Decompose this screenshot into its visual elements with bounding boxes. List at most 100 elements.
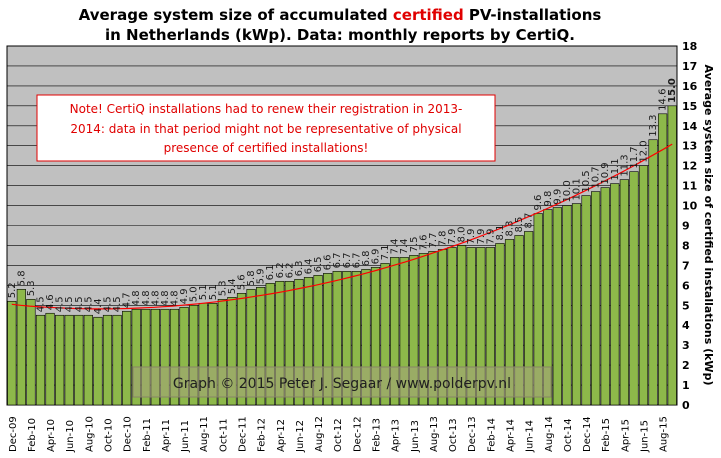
bar xyxy=(7,300,17,406)
bar xyxy=(342,271,352,406)
data-label: 6.7 xyxy=(332,252,343,268)
x-tick-label: Jun-11 xyxy=(180,420,191,453)
data-label: 7.1 xyxy=(380,244,391,260)
bar xyxy=(495,243,505,406)
bar xyxy=(667,105,677,406)
bar xyxy=(131,308,141,406)
x-tick-label: Aug-13 xyxy=(429,416,440,452)
bar xyxy=(189,304,199,406)
y-tick-label: 5 xyxy=(682,299,690,312)
bar xyxy=(246,289,256,406)
y-tick-label: 12 xyxy=(682,160,697,173)
data-label: 7.7 xyxy=(428,233,439,249)
y-tick-label: 3 xyxy=(682,339,690,352)
y-tick-label: 6 xyxy=(682,279,690,292)
data-label: 9.8 xyxy=(543,191,554,207)
bar xyxy=(629,171,639,406)
bar xyxy=(504,239,515,406)
bar xyxy=(447,247,457,406)
bar xyxy=(524,231,534,406)
data-label: 4.8 xyxy=(170,290,181,306)
y-tick-label: 11 xyxy=(682,180,697,193)
bar xyxy=(600,187,610,406)
bar xyxy=(160,308,170,406)
data-label: 4.8 xyxy=(141,290,152,306)
data-label: 5.1 xyxy=(208,284,219,300)
bar xyxy=(26,298,36,406)
data-label: 4.5 xyxy=(74,296,85,312)
y-tick-label: 4 xyxy=(682,319,690,332)
data-label: 4.5 xyxy=(36,296,47,312)
data-label: 7.4 xyxy=(390,239,401,255)
data-label: 5.9 xyxy=(256,268,267,284)
x-tick-label: Dec-14 xyxy=(582,416,593,452)
bar xyxy=(476,247,486,406)
data-label: 8.7 xyxy=(524,213,535,229)
y-tick-label: 15 xyxy=(682,100,697,113)
chart-title-line1: Average system size of accumulated certi… xyxy=(79,6,602,24)
data-label: 8.1 xyxy=(495,225,506,241)
title-part-certified: certified xyxy=(393,6,464,24)
x-tick-label: Apr-13 xyxy=(391,419,402,452)
data-label: 5.8 xyxy=(16,270,27,286)
data-label: 4.8 xyxy=(131,290,142,306)
x-tick-label: Jun-10 xyxy=(65,420,76,453)
x-tick-label: Feb-13 xyxy=(372,418,383,452)
data-label: 4.8 xyxy=(150,290,161,306)
data-label: 8.5 xyxy=(514,217,525,233)
data-label: 10.5 xyxy=(581,170,592,192)
bar xyxy=(380,263,390,406)
data-label: 7.4 xyxy=(399,239,410,255)
y-tick-label: 13 xyxy=(682,140,697,153)
y-tick-label: 9 xyxy=(682,220,690,233)
data-label: 6.8 xyxy=(361,250,372,266)
note-line-1: Note! CertiQ installations had to renew … xyxy=(70,102,463,116)
data-label: 13.3 xyxy=(648,114,659,136)
y-tick-label: 8 xyxy=(682,239,690,252)
bar xyxy=(313,275,323,406)
bar xyxy=(122,310,132,406)
bar xyxy=(35,314,46,406)
x-tick-label: Jun-14 xyxy=(525,420,536,453)
bar xyxy=(323,273,333,406)
y-tick-label: 2 xyxy=(682,359,690,372)
bar xyxy=(581,195,591,406)
bar xyxy=(265,283,275,406)
bar xyxy=(332,271,342,406)
x-tick-label: Oct-13 xyxy=(448,418,459,452)
data-label: 6.2 xyxy=(275,262,286,278)
data-label: 4.5 xyxy=(55,296,66,312)
x-tick-label: Apr-15 xyxy=(620,419,631,452)
x-tick-label: Aug-14 xyxy=(544,416,555,452)
bar xyxy=(533,213,543,406)
data-label: 5.4 xyxy=(227,278,238,294)
bar xyxy=(370,267,381,406)
data-label: 4.5 xyxy=(103,296,114,312)
y-tick-label: 7 xyxy=(682,259,690,272)
bar xyxy=(179,306,189,406)
data-label: 15.0 xyxy=(667,78,678,103)
x-tick-label: Feb-12 xyxy=(257,418,268,452)
note-box: Note! CertiQ installations had to renew … xyxy=(36,94,496,162)
bar xyxy=(284,281,294,406)
x-tick-label: Dec-10 xyxy=(123,416,134,452)
data-label: 7.9 xyxy=(476,229,487,245)
x-tick-label: Jun-12 xyxy=(295,420,306,453)
bar xyxy=(514,235,524,406)
bar xyxy=(256,287,266,406)
bar xyxy=(571,203,582,406)
trendline xyxy=(11,143,673,310)
x-tick-label: Oct-11 xyxy=(218,418,229,452)
data-label: 6.6 xyxy=(323,254,334,270)
x-tick-label: Aug-12 xyxy=(314,416,325,452)
bars xyxy=(7,105,677,406)
bar xyxy=(485,247,495,406)
data-label: 6.4 xyxy=(304,258,315,274)
bar xyxy=(93,316,103,406)
data-label: 4.9 xyxy=(179,288,190,304)
bar xyxy=(562,205,572,406)
data-label: 8.3 xyxy=(505,221,516,237)
bar xyxy=(351,271,361,406)
bar xyxy=(208,302,218,406)
data-label: 4.7 xyxy=(122,292,133,308)
